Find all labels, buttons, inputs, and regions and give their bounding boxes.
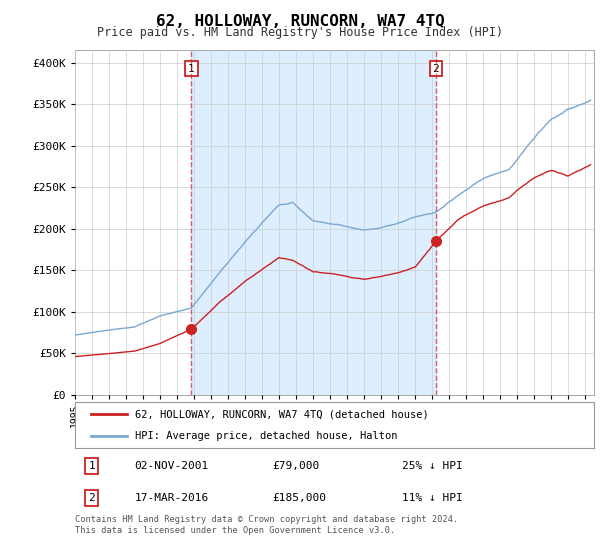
Text: 11% ↓ HPI: 11% ↓ HPI <box>402 493 463 503</box>
Text: £79,000: £79,000 <box>272 461 319 471</box>
Text: 1: 1 <box>188 64 195 74</box>
Text: Contains HM Land Registry data © Crown copyright and database right 2024.
This d: Contains HM Land Registry data © Crown c… <box>75 515 458 535</box>
Text: HPI: Average price, detached house, Halton: HPI: Average price, detached house, Halt… <box>134 431 397 441</box>
Text: 2: 2 <box>88 493 95 503</box>
Text: £185,000: £185,000 <box>272 493 326 503</box>
Text: 1: 1 <box>88 461 95 471</box>
Text: 17-MAR-2016: 17-MAR-2016 <box>134 493 209 503</box>
Text: Price paid vs. HM Land Registry's House Price Index (HPI): Price paid vs. HM Land Registry's House … <box>97 26 503 39</box>
Text: 02-NOV-2001: 02-NOV-2001 <box>134 461 209 471</box>
Text: 62, HOLLOWAY, RUNCORN, WA7 4TQ (detached house): 62, HOLLOWAY, RUNCORN, WA7 4TQ (detached… <box>134 409 428 419</box>
Text: 25% ↓ HPI: 25% ↓ HPI <box>402 461 463 471</box>
Text: 2: 2 <box>433 64 439 74</box>
Text: 62, HOLLOWAY, RUNCORN, WA7 4TQ: 62, HOLLOWAY, RUNCORN, WA7 4TQ <box>155 14 445 29</box>
Bar <box>191 50 436 395</box>
